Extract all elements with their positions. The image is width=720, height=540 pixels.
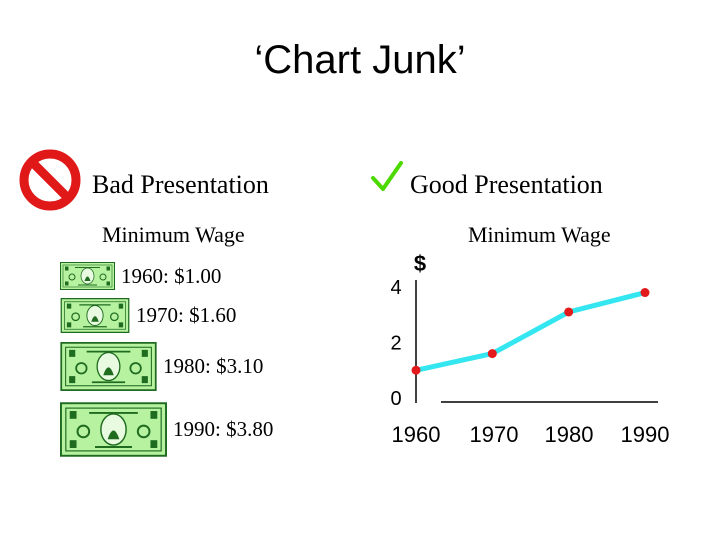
x-tick-label: 1970 bbox=[470, 422, 519, 447]
dollar-bill-icon bbox=[60, 342, 157, 391]
bad-presentation-heading: Bad Presentation bbox=[92, 170, 269, 199]
y-tick-label: 2 bbox=[390, 333, 401, 355]
data-point bbox=[640, 288, 650, 298]
bill-value-label: 1980: $3.10 bbox=[163, 354, 264, 378]
dollar-bill-icon bbox=[60, 298, 130, 333]
bill-row: 1980: $3.10 bbox=[60, 342, 263, 391]
x-tick-label: 1960 bbox=[392, 422, 441, 447]
chart-title: Minimum Wage bbox=[468, 222, 611, 247]
bill-row: 1970: $1.60 bbox=[60, 298, 236, 333]
series-line bbox=[415, 290, 646, 373]
good-presentation-heading: Good Presentation bbox=[410, 170, 603, 199]
bill-row: 1960: $1.00 bbox=[60, 262, 221, 290]
bill-value-label: 1970: $1.60 bbox=[136, 303, 237, 327]
y-axis-label: $ bbox=[414, 251, 426, 276]
dollar-bill-icon bbox=[60, 402, 167, 457]
data-point bbox=[411, 365, 421, 375]
x-tick-label: 1980 bbox=[545, 422, 594, 447]
data-point bbox=[487, 349, 497, 359]
data-point bbox=[564, 307, 574, 317]
prohibited-icon bbox=[19, 149, 81, 211]
dollar-bill-icon bbox=[60, 262, 115, 290]
bill-value-label: 1990: $3.80 bbox=[173, 417, 274, 441]
checkmark-icon bbox=[371, 161, 403, 191]
left-subheading: Minimum Wage bbox=[102, 222, 245, 247]
x-tick-label: 1990 bbox=[621, 422, 670, 447]
y-tick-label: 4 bbox=[390, 277, 401, 299]
bill-row: 1990: $3.80 bbox=[60, 402, 273, 457]
slide-title: ‘Chart Junk’ bbox=[254, 38, 466, 82]
y-tick-label: 0 bbox=[390, 388, 401, 410]
bill-value-label: 1960: $1.00 bbox=[121, 263, 222, 288]
